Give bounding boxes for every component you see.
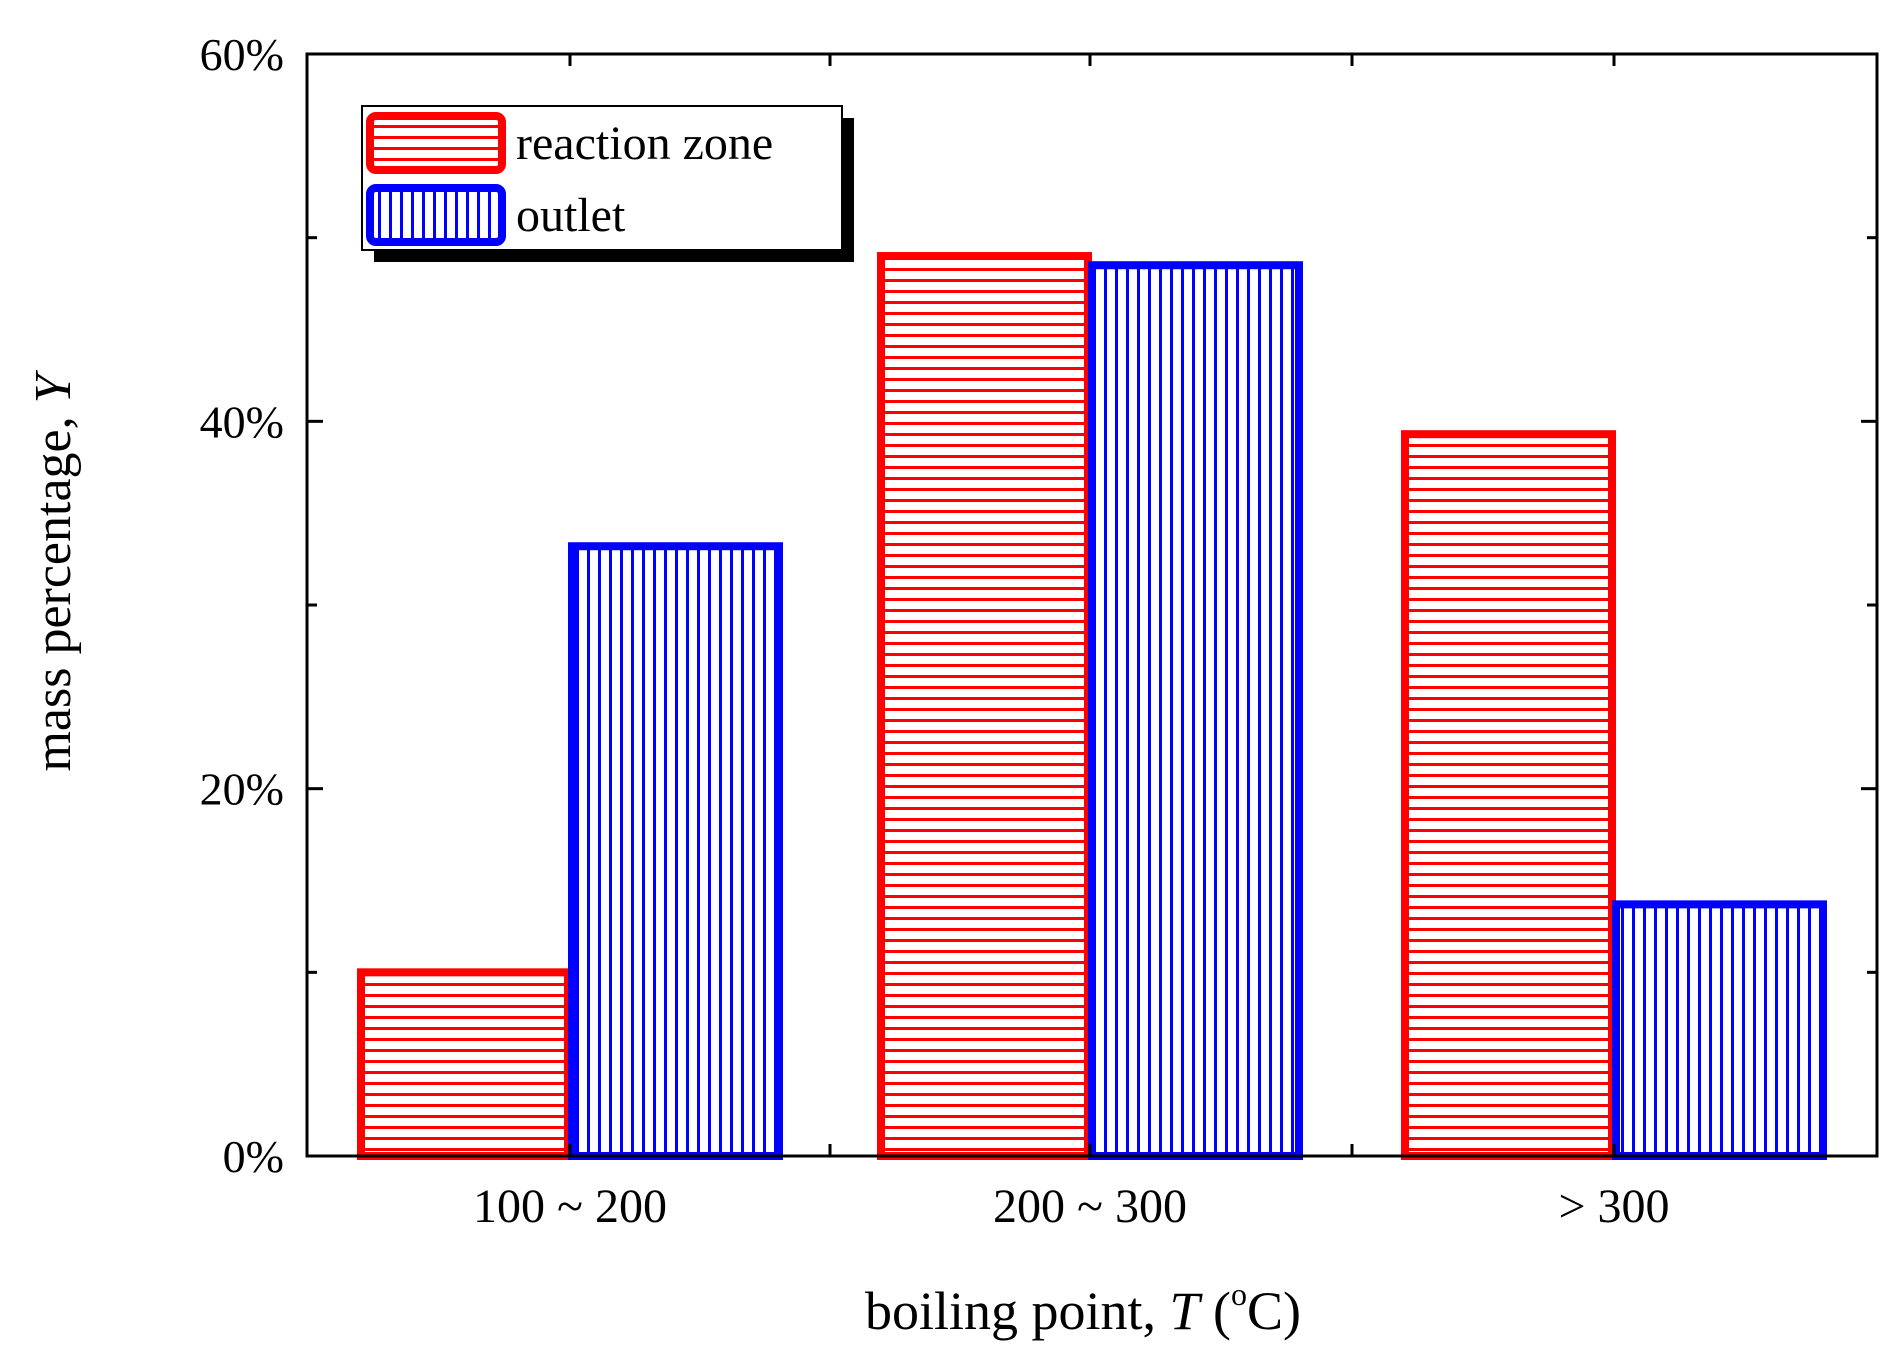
bar-reaction-zone-3 xyxy=(1401,430,1616,1160)
legend-label-outlet: outlet xyxy=(516,189,626,242)
bar-outlet-1 xyxy=(568,542,783,1160)
bar-reaction-zone-1 xyxy=(357,968,572,1160)
y-axis-label: mass percentage, Y xyxy=(25,369,82,771)
bar-outlet-3 xyxy=(1612,900,1827,1160)
bar-outlet-2 xyxy=(1088,261,1303,1160)
x-tick-label: 100 ~ 200 xyxy=(473,1180,667,1233)
y-axis-label-text: mass percentage, xyxy=(25,403,82,771)
y-axis-label-variable: Y xyxy=(25,369,82,403)
x-axis-label-unit: C) xyxy=(1247,1281,1301,1341)
y-tick-label: 20% xyxy=(200,764,284,815)
legend: reaction zone outlet xyxy=(361,105,854,262)
y-tick-label: 0% xyxy=(223,1131,284,1182)
axes-layer: 0% 20% 40% 60% 100 ~ 200 200 ~ 300 > 300 xyxy=(200,29,1879,1233)
x-tick-label: > 300 xyxy=(1558,1180,1669,1233)
legend-swatch-outlet xyxy=(366,184,506,246)
bar-reaction-zone-2 xyxy=(877,252,1092,1160)
x-axis-label-degree: o xyxy=(1231,1276,1247,1312)
x-axis-label: boiling point, T (oC) xyxy=(865,1276,1301,1341)
x-tick-label: 200 ~ 300 xyxy=(993,1180,1187,1233)
axis-labels: mass percentage, Y boiling point, T (oC) xyxy=(25,369,1301,1341)
legend-swatch-reaction-zone xyxy=(366,112,506,174)
x-axis-label-text: boiling point, xyxy=(865,1281,1170,1341)
x-axis-label-open: ( xyxy=(1200,1281,1231,1341)
y-tick-label: 60% xyxy=(200,29,284,80)
x-axis-label-variable: T xyxy=(1169,1281,1203,1341)
y-tick-label: 40% xyxy=(200,396,284,447)
bars-layer xyxy=(357,252,1827,1160)
legend-label-reaction-zone: reaction zone xyxy=(516,117,773,170)
